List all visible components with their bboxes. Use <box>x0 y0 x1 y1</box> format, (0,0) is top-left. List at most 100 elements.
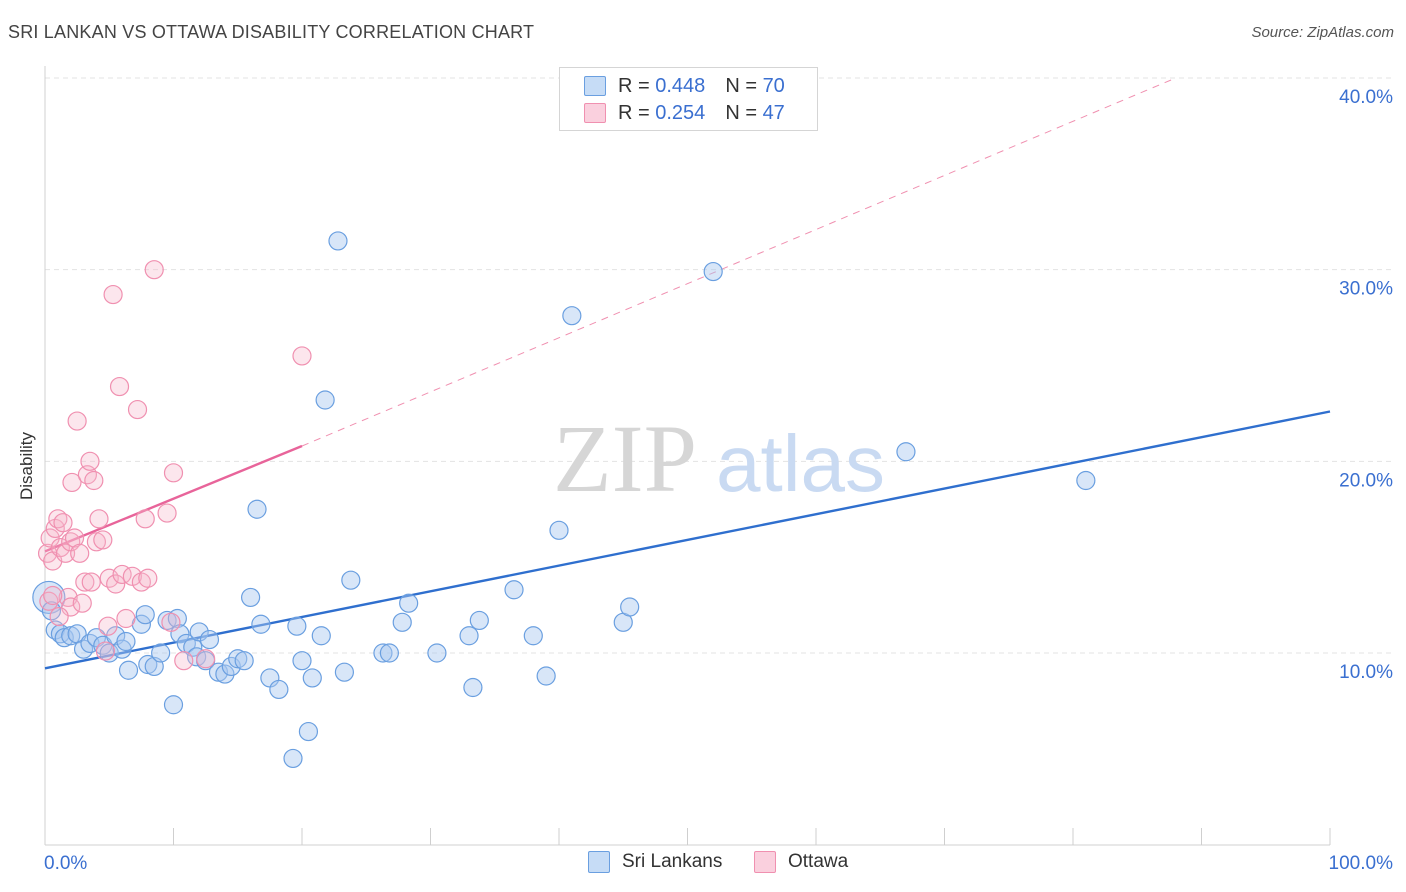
y-tick-labels: 10.0% 20.0% 30.0% 40.0% <box>1339 87 1393 683</box>
data-point <box>64 528 85 548</box>
data-point <box>311 626 331 646</box>
data-point <box>55 543 76 563</box>
x-tick-label: 0.0% <box>44 853 87 874</box>
legend-item-sri-lankans: Sri Lankans <box>588 851 722 873</box>
legend-r-label: R = <box>618 101 650 124</box>
data-point <box>189 622 209 642</box>
data-point <box>269 679 289 700</box>
data-point <box>127 399 148 420</box>
data-point <box>135 509 155 529</box>
data-point <box>40 528 60 548</box>
legend-r-value: 0.254 <box>655 101 706 124</box>
data-point <box>251 614 271 634</box>
data-point <box>292 651 312 671</box>
data-point <box>562 306 582 326</box>
y-tick-label: 30.0% <box>1339 279 1393 300</box>
legend-r-label: R = <box>618 74 650 97</box>
series-legend: Sri Lankans Ottawa <box>0 851 1406 877</box>
legend-row-ottawa: R = 0.254 N = 47 <box>584 101 785 125</box>
legend-label-ottawa: Ottawa <box>788 851 849 872</box>
series-ottawa <box>37 260 312 671</box>
legend-n-value: 70 <box>762 74 785 97</box>
axes <box>44 66 1331 846</box>
x-tick-label: 100.0% <box>1329 853 1394 874</box>
data-point <box>215 664 235 684</box>
data-point <box>373 643 393 663</box>
data-point <box>341 570 361 590</box>
data-point <box>70 543 90 563</box>
chart-title: SRI LANKAN VS OTTAWA DISABILITY CORRELAT… <box>8 22 535 42</box>
data-point <box>144 260 164 280</box>
legend-n-label: N = <box>725 101 757 124</box>
data-point <box>75 572 95 592</box>
data-point <box>302 668 322 688</box>
data-point <box>98 616 118 636</box>
trend-line-sri-lankans <box>44 410 1331 670</box>
data-point <box>95 641 115 661</box>
data-point <box>1076 470 1096 491</box>
data-point <box>135 605 155 625</box>
y-tick-label: 20.0% <box>1339 470 1393 491</box>
data-point <box>315 390 335 410</box>
data-point <box>399 593 419 613</box>
data-point <box>392 612 412 632</box>
stats-legend: R = 0.448 N = 70 R = 0.254 N = 47 <box>559 67 818 131</box>
data-point <box>116 608 136 629</box>
data-point <box>151 643 171 663</box>
legend-row-sri-lankans: R = 0.448 N = 70 <box>584 74 785 98</box>
data-point <box>549 520 569 540</box>
x-tick-labels: 0.0% 100.0% <box>44 853 1393 874</box>
data-point <box>163 695 184 715</box>
data-point <box>504 580 524 600</box>
data-point <box>287 616 307 636</box>
legend-n-label: N = <box>725 74 757 97</box>
data-points <box>32 231 1096 769</box>
legend-swatch-pink <box>754 851 776 873</box>
data-point <box>89 509 109 529</box>
data-point <box>67 411 87 431</box>
data-point <box>523 626 543 646</box>
y-tick-label: 40.0% <box>1339 87 1393 108</box>
legend-label-sri-lankans: Sri Lankans <box>622 851 723 872</box>
data-point <box>247 499 267 519</box>
y-axis-label: Disability <box>17 431 36 500</box>
data-point <box>118 660 139 680</box>
data-point <box>292 346 312 366</box>
data-point <box>334 662 355 682</box>
data-point <box>298 721 319 742</box>
data-point <box>163 463 184 483</box>
grid-lines <box>45 77 1395 654</box>
legend-r-value: 0.448 <box>655 74 706 97</box>
data-point <box>43 585 63 606</box>
data-point <box>53 513 73 533</box>
data-point <box>103 284 123 305</box>
data-point <box>199 629 220 650</box>
data-point <box>62 472 82 493</box>
data-point <box>80 451 100 471</box>
data-point <box>196 649 216 669</box>
data-point <box>116 631 136 652</box>
source-label: Source: ZipAtlas.com <box>1251 24 1394 41</box>
data-point <box>283 748 303 769</box>
y-tick-label: 10.0% <box>1339 662 1393 683</box>
data-point <box>93 530 113 550</box>
data-point <box>84 470 104 491</box>
data-point <box>48 509 68 529</box>
data-point <box>49 606 69 627</box>
data-point <box>81 572 101 592</box>
data-point <box>50 537 71 558</box>
data-point <box>157 503 177 523</box>
data-point <box>379 643 399 663</box>
trend-line-ottawa-extended <box>301 77 1176 447</box>
data-point <box>463 677 483 698</box>
legend-n-value: 47 <box>762 101 785 124</box>
data-point <box>620 597 640 617</box>
trend-line-ottawa <box>44 444 303 553</box>
legend-swatch-pink <box>584 103 606 123</box>
data-point <box>174 651 194 671</box>
data-point <box>72 593 92 613</box>
data-point <box>427 643 447 663</box>
watermark: ZIP atlas <box>553 405 885 512</box>
data-point <box>106 574 126 594</box>
